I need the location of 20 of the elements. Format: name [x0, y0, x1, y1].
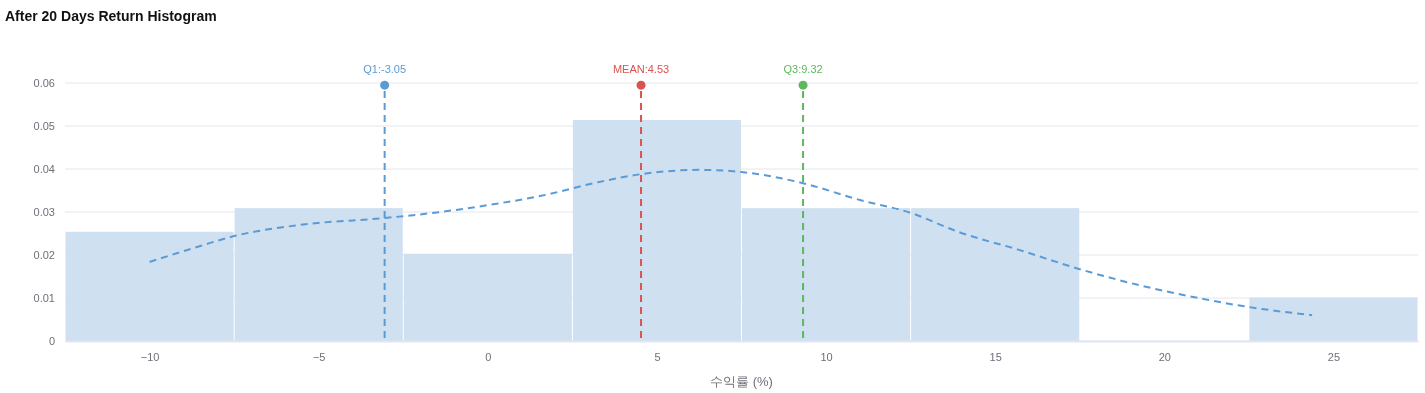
chart-title: After 20 Days Return Histogram [5, 8, 217, 24]
x-tick-label: 10 [820, 350, 833, 363]
ref-line-label: Q3:9.32 [783, 63, 823, 75]
ref-line-label: Q1:-3.05 [363, 63, 407, 75]
y-tick-label: 0.05 [33, 120, 55, 133]
x-tick-label: 25 [1327, 350, 1341, 363]
x-tick-label: 20 [1158, 350, 1171, 363]
y-tick-label: 0 [48, 335, 55, 348]
y-tick-label: 0.03 [33, 206, 55, 219]
x-axis-title: 수익률 (%) [710, 374, 773, 389]
y-tick-label: 0.06 [33, 77, 55, 90]
y-tick-label: 0.04 [33, 163, 55, 176]
x-tick-label: 15 [989, 350, 1002, 363]
x-tick-label: −5 [312, 350, 326, 363]
ref-line-label: MEAN:4.53 [612, 63, 670, 75]
y-tick-label: 0.01 [33, 292, 55, 305]
x-tick-label: 0 [485, 350, 492, 363]
x-tick-label: −10 [140, 350, 160, 363]
y-tick-label: 0.02 [33, 249, 55, 262]
x-tick-label: 5 [654, 350, 661, 363]
